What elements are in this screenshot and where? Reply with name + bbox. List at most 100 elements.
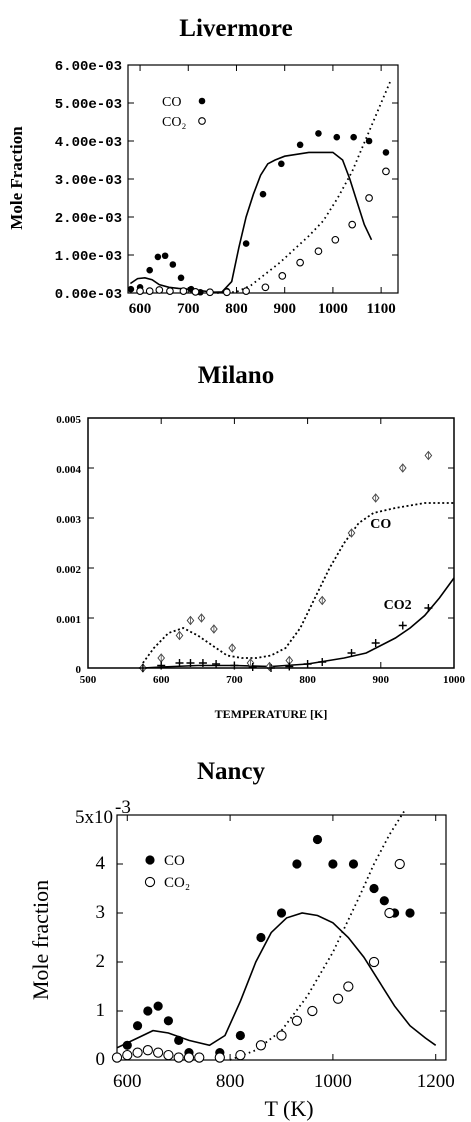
series-line-dotted (142, 502, 454, 664)
data-point-plus (347, 649, 356, 657)
x-tick-label: 600 (129, 301, 152, 317)
y-tick-label: 3.00e-03 (55, 173, 122, 189)
y-axis-label: Mole Fraction (7, 126, 26, 230)
data-point-open-circle (365, 194, 373, 202)
data-point-plus (318, 658, 327, 666)
y-tick-label: 5.00e-03 (55, 97, 122, 113)
data-point-plus (285, 662, 294, 671)
x-tick-label: 900 (373, 674, 390, 686)
data-point-open-circle (235, 1049, 246, 1061)
legend-label: CO (162, 95, 181, 110)
data-point-open-circle (163, 1049, 174, 1061)
data-point-filled-circle (235, 1030, 245, 1041)
data-point-open-circle (394, 858, 405, 870)
y-tick-label: 1 (96, 1000, 106, 1021)
y-unit-label: 5x10 (75, 807, 113, 828)
y-tick-label: 0.005 (56, 414, 81, 426)
series-annotation: CO (370, 517, 391, 532)
y-tick-label: 2.00e-03 (55, 211, 122, 227)
data-point-open-circle (222, 288, 231, 297)
data-point-open-circle (214, 1052, 225, 1063)
x-tick-label: 900 (273, 301, 296, 317)
data-point-filled-circle (296, 141, 304, 149)
data-point-open-circle (348, 220, 357, 229)
data-point-open-circle (384, 907, 395, 919)
data-point-filled-circle (333, 133, 341, 141)
data-point-open-circle (291, 1015, 303, 1026)
data-point-open-circle (122, 1049, 133, 1061)
legend-marker (144, 876, 156, 888)
data-point-filled-circle (405, 908, 415, 918)
data-point-open-circle (145, 287, 154, 295)
legend-marker (198, 117, 206, 125)
data-point-open-circle (261, 283, 270, 292)
data-point-open-circle (206, 288, 214, 297)
data-point-filled-circle (154, 253, 162, 261)
data-point-plus (138, 664, 147, 672)
series-annotation: CO2 (384, 598, 412, 613)
x-tick-label: 600 (113, 1071, 142, 1092)
data-point-filled-circle (328, 859, 338, 869)
x-tick-label: 1000 (443, 674, 466, 686)
data-point-filled-circle (122, 1040, 132, 1050)
data-point-open-circle (136, 287, 144, 295)
data-point-plus (186, 659, 195, 667)
data-point-open-circle (368, 956, 380, 968)
data-point-open-circle (314, 247, 323, 256)
x-tick-label: 800 (299, 674, 316, 686)
data-point-filled-circle (127, 285, 135, 293)
data-point-open-circle (296, 258, 304, 267)
data-point-filled-circle (169, 261, 177, 268)
y-tick-label: 6.00e-03 (55, 59, 122, 75)
y-tick-label: 4.00e-03 (55, 135, 122, 151)
data-point-open-circle (191, 288, 200, 296)
data-point-plus (303, 660, 312, 668)
data-point-filled-circle (348, 859, 359, 869)
data-point-open-circle (255, 1040, 267, 1051)
data-point-filled-circle (146, 266, 153, 274)
y-unit-exponent: -3 (115, 797, 131, 818)
data-point-open-circle (166, 287, 174, 295)
data-point-filled-circle (177, 274, 185, 282)
y-tick-label: 3 (96, 902, 106, 923)
data-point-filled-circle (365, 137, 373, 145)
data-point-filled-circle (256, 932, 266, 943)
data-point-open-circle (382, 167, 390, 176)
data-point-open-circle (152, 1047, 164, 1058)
data-point-filled-circle (174, 1035, 184, 1045)
series-line-dotted (229, 809, 406, 1061)
y-axis-label: Mole fraction (28, 880, 53, 1000)
data-point-open-circle (142, 1045, 153, 1056)
data-point-plus (248, 663, 257, 671)
plot-frame (87, 417, 455, 669)
chart-panel-1: Livermore 0.00e-03 1.00e-03 2.00e-03 3.00e-0… (7, 15, 399, 317)
y-tick-label: 0.004 (56, 464, 81, 476)
legend-marker (145, 855, 155, 865)
data-point-plus (198, 659, 207, 667)
chart-panel-2: Milano 0 0.001 0.002 0.003 0.004 0.005 500 600 70… (56, 362, 465, 721)
data-point-open-circle (179, 287, 188, 295)
data-point-open-circle (307, 1005, 318, 1017)
y-tick-label: 4 (96, 853, 106, 874)
x-axis-label: TEMPERATURE [K] (215, 707, 328, 721)
y-tick-label: 0.001 (56, 614, 81, 626)
legend-marker (198, 97, 206, 105)
chart-title: Nancy (197, 758, 266, 785)
data-point-filled-circle (132, 1021, 143, 1031)
data-point-filled-circle (161, 252, 169, 260)
x-tick-label: 700 (177, 301, 200, 317)
data-point-filled-circle (259, 190, 267, 198)
data-point-filled-circle (242, 240, 250, 247)
x-tick-label: 1000 (318, 301, 348, 317)
legend-label: CO₂ (164, 875, 190, 891)
data-point-open-circle (332, 993, 344, 1004)
y-tick-label: 0 (96, 1049, 106, 1070)
data-point-filled-circle (379, 896, 389, 906)
y-tick-label: 1.00e-03 (55, 249, 122, 265)
data-point-filled-circle (350, 133, 357, 141)
data-point-filled-circle (382, 149, 390, 156)
data-point-filled-circle (315, 130, 322, 137)
x-tick-label: 800 (225, 301, 248, 317)
data-point-plus (175, 659, 184, 667)
